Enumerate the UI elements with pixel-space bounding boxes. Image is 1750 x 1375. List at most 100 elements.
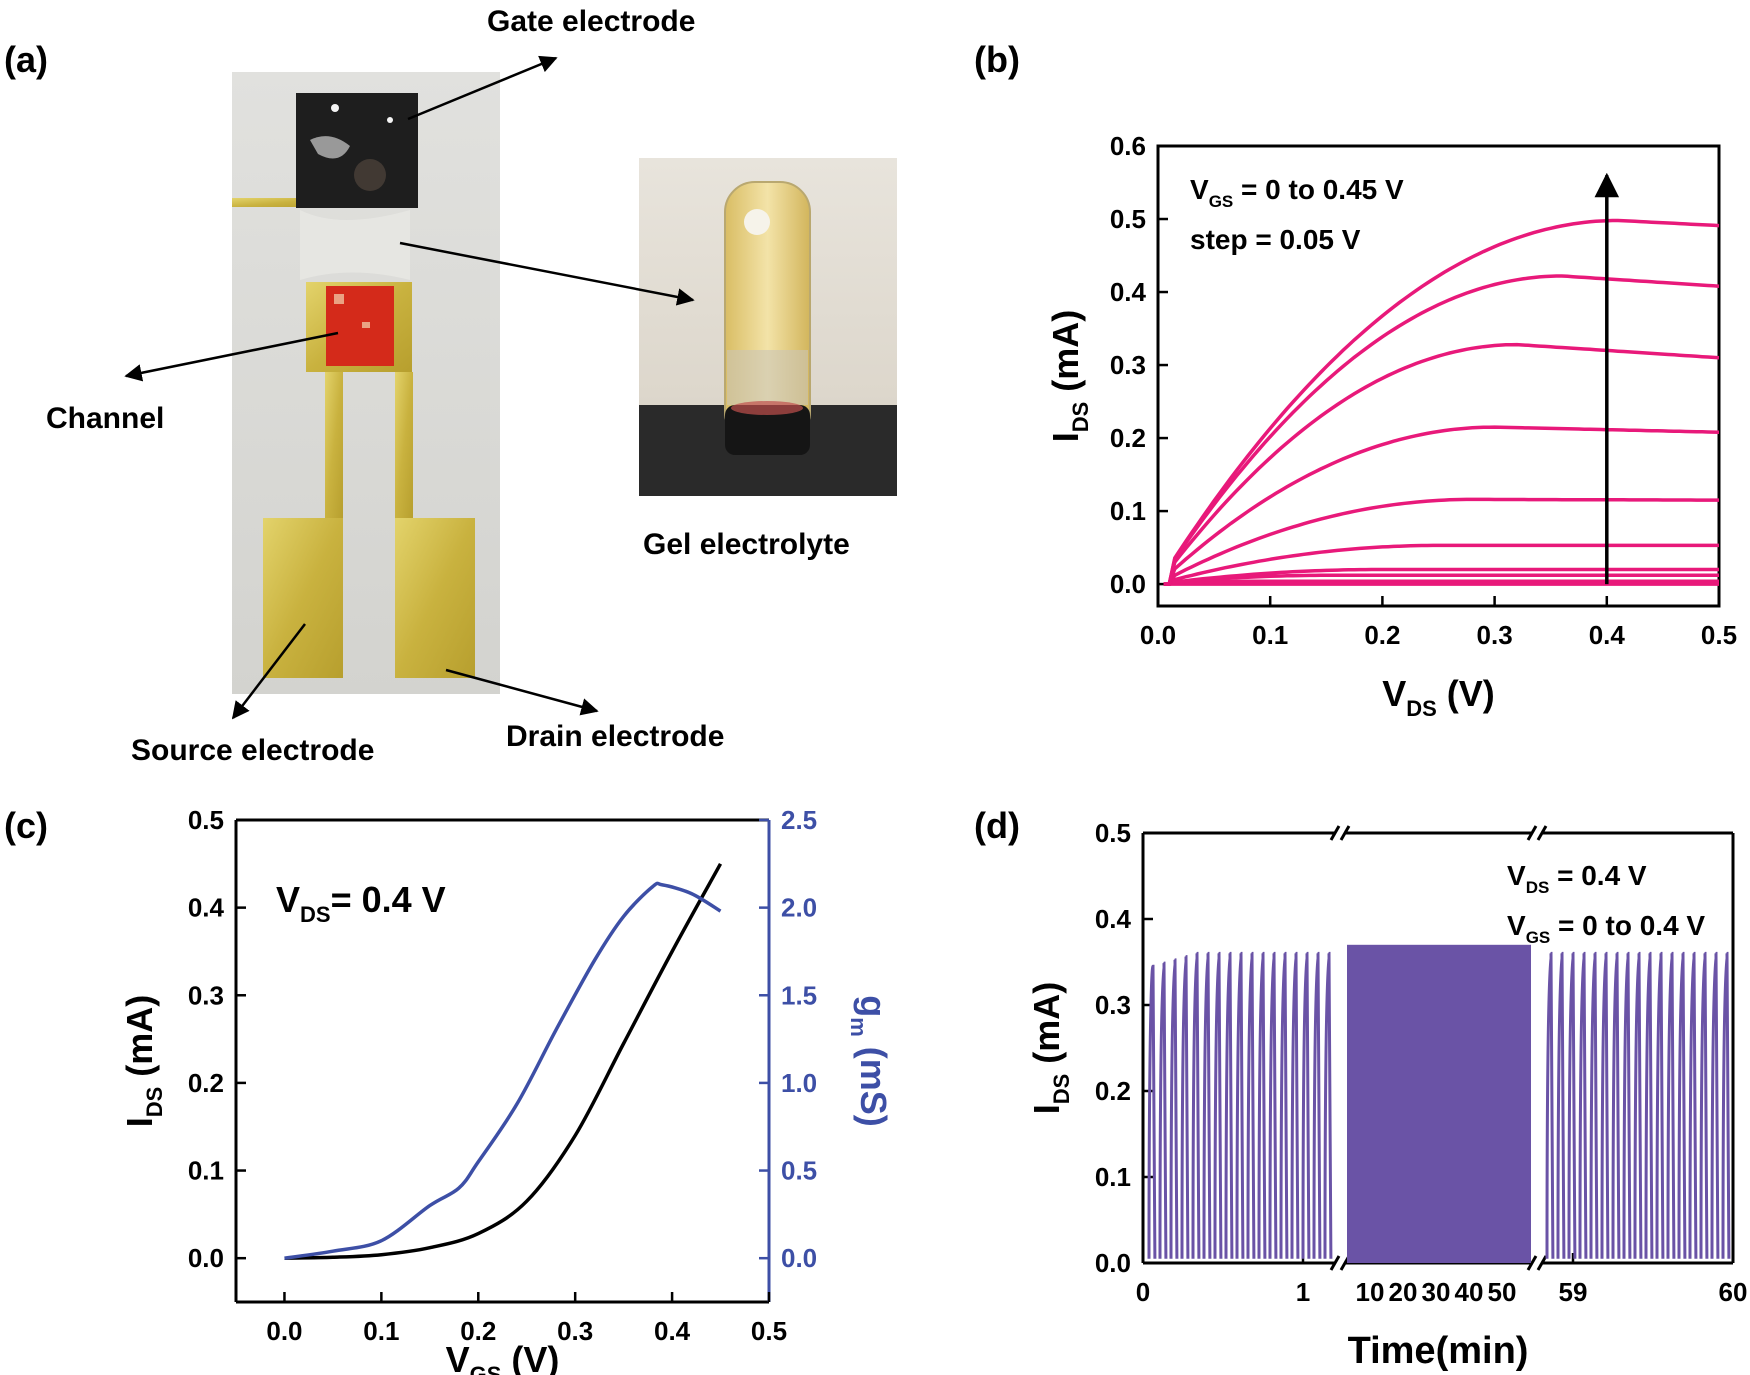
y-left-tick-label: 0.0: [188, 1243, 224, 1273]
panel-d-label: (d): [974, 805, 1020, 846]
y-tick-label: 0.5: [1095, 818, 1131, 848]
stability-chart: 0.0 0.1 0.2 0.3 0.4 0.5 IDS (mA) 0 1 10 20 30 40 50 59…: [1026, 818, 1747, 1372]
y-tick-label: 0.3: [1110, 350, 1146, 380]
channel-label: Channel: [46, 402, 164, 435]
axis-break-mark: [1526, 825, 1538, 841]
annotation-vds: VDS = 0.4 V: [1507, 860, 1647, 897]
plot-frame: [1156, 144, 1721, 608]
source-arrow: [231, 623, 306, 720]
x-tick-label: 1: [1296, 1277, 1310, 1307]
device-photo: [232, 72, 500, 694]
y-tick-label: 0.3: [1095, 990, 1131, 1020]
y-axis-label: IDS (mA): [1045, 310, 1093, 443]
annotation-vds: VDS= 0.4 V: [276, 879, 446, 927]
x-axis-label: Time(min): [1348, 1330, 1529, 1372]
y-left-tick-label: 0.3: [188, 980, 224, 1010]
x-tick-label: 60: [1719, 1277, 1748, 1307]
annotation-vgs-range: VGS = 0 to 0.45 V: [1190, 174, 1404, 211]
y-tick-label: 0.2: [1110, 423, 1146, 453]
drain-electrode-label: Drain electrode: [506, 720, 724, 753]
series-line-vgs-0.25: [1163, 497, 1719, 586]
y-tick-label: 0.1: [1095, 1162, 1131, 1192]
series-line-vgs-0.45: [1163, 218, 1720, 586]
y-tick-label: 0.5: [1110, 204, 1146, 234]
x-tick-label: 0.3: [1477, 620, 1513, 650]
x-tick-label: 20: [1389, 1277, 1418, 1307]
pulse-train-dense-block: [1347, 944, 1531, 1263]
axis-break-mark: [1526, 1255, 1538, 1271]
x-tick-label: 0.3: [557, 1316, 593, 1346]
gel-electrolyte-label: Gel electrolyte: [643, 528, 850, 561]
y-tick-label: 0.4: [1110, 277, 1147, 307]
photo-labels: Gate electrode Channel Source electrode …: [46, 5, 850, 767]
series-line-vgs-0.15: [1163, 567, 1719, 586]
x-tick-label: 59: [1559, 1277, 1588, 1307]
y-left-tick-label: 0.4: [188, 893, 225, 923]
series-line-vgs-0.10: [1163, 573, 1719, 586]
x-axis-label: VDS (V): [1382, 673, 1495, 721]
x-tick-label: 50: [1488, 1277, 1517, 1307]
y-right-tick-label: 0.0: [781, 1243, 817, 1273]
series-line-vgs-0.35: [1163, 342, 1720, 586]
y-right-axis-label: gm (mS): [846, 995, 894, 1127]
x-tick-label: 0: [1136, 1277, 1150, 1307]
vial-cap: [725, 405, 810, 455]
drain-arrow: [445, 668, 599, 716]
transfer-characteristics-chart: 0.0 0.1 0.2 0.3 0.4 0.5 0.0 0.1 0.2 0.3 0.4 0.5 0.0 0…: [119, 805, 894, 1375]
y-right-tick-label: 1.0: [781, 1068, 817, 1098]
y-tick-label: 0.4: [1095, 904, 1132, 934]
y-left-tick-label: 0.5: [188, 805, 224, 835]
x-tick-label: 0.1: [363, 1316, 399, 1346]
y-tick-label: 0.1: [1110, 496, 1146, 526]
axis-break-mark: [1536, 1255, 1548, 1271]
y-left-tick-label: 0.1: [188, 1156, 224, 1186]
y-left-axis-label: IDS (mA): [119, 995, 167, 1128]
y-left-tick-label: 0.2: [188, 1068, 224, 1098]
x-tick-label: 30: [1422, 1277, 1451, 1307]
x-axis-label: VGS (V): [446, 1339, 560, 1375]
annotation-vgs: VGS = 0 to 0.4 V: [1507, 910, 1705, 947]
gel-photo: [639, 158, 897, 496]
x-tick-label: 0.2: [1364, 620, 1400, 650]
drain-electrode-pad: [395, 518, 475, 678]
pulse-train-start: [1147, 951, 1333, 1259]
x-tick-label: 0.0: [266, 1316, 302, 1346]
panel-c-label: (c): [4, 805, 48, 846]
x-tick-label: 0.2: [460, 1316, 496, 1346]
x-tick-label: 0.5: [1701, 620, 1737, 650]
y-axis-label: IDS (mA): [1026, 982, 1074, 1115]
gate-arrow: [407, 55, 558, 121]
x-tick-label: 0.4: [654, 1316, 691, 1346]
axis-break-mark: [1329, 825, 1341, 841]
axis-break-mark: [1536, 825, 1548, 841]
x-tick-label: 0.0: [1140, 620, 1176, 650]
panel-b-label: (b): [974, 39, 1020, 80]
x-tick-label: 0.5: [751, 1316, 787, 1346]
series-line-vgs-0.30: [1163, 425, 1720, 586]
annotation-step: step = 0.05 V: [1190, 224, 1361, 255]
y-right-tick-label: 2.0: [781, 893, 817, 923]
axis-break-mark: [1329, 1255, 1341, 1271]
panel-a-label: (a): [4, 39, 48, 80]
gate-electrode-label: Gate electrode: [487, 5, 695, 38]
y-tick-label: 0.0: [1110, 569, 1146, 599]
y-right-tick-label: 1.5: [781, 980, 817, 1010]
y-right-tick-label: 2.5: [781, 805, 817, 835]
gate-electrode-pad: [296, 93, 418, 208]
output-characteristics-chart: 0.0 0.1 0.2 0.3 0.4 0.5 0.0 0.1 0.2 0.3 0.4 0.5 0.6 V…: [1045, 131, 1737, 721]
x-tick-label: 40: [1455, 1277, 1484, 1307]
y-tick-label: 0.2: [1095, 1076, 1131, 1106]
y-tick-label: 0.0: [1095, 1248, 1131, 1278]
gm-curve: [284, 881, 722, 1260]
series-line-vgs-0.40: [1163, 274, 1720, 586]
gel-arrow: [399, 241, 695, 306]
source-electrode-pad: [263, 518, 343, 678]
channel-arrow: [124, 331, 339, 382]
x-tick-label: 10: [1356, 1277, 1385, 1307]
axis-break-mark: [1339, 825, 1351, 841]
x-tick-label: 0.1: [1252, 620, 1288, 650]
series-line-vgs-0.20: [1163, 543, 1719, 586]
x-tick-label: 0.4: [1589, 620, 1626, 650]
y-tick-label: 0.6: [1110, 131, 1146, 161]
